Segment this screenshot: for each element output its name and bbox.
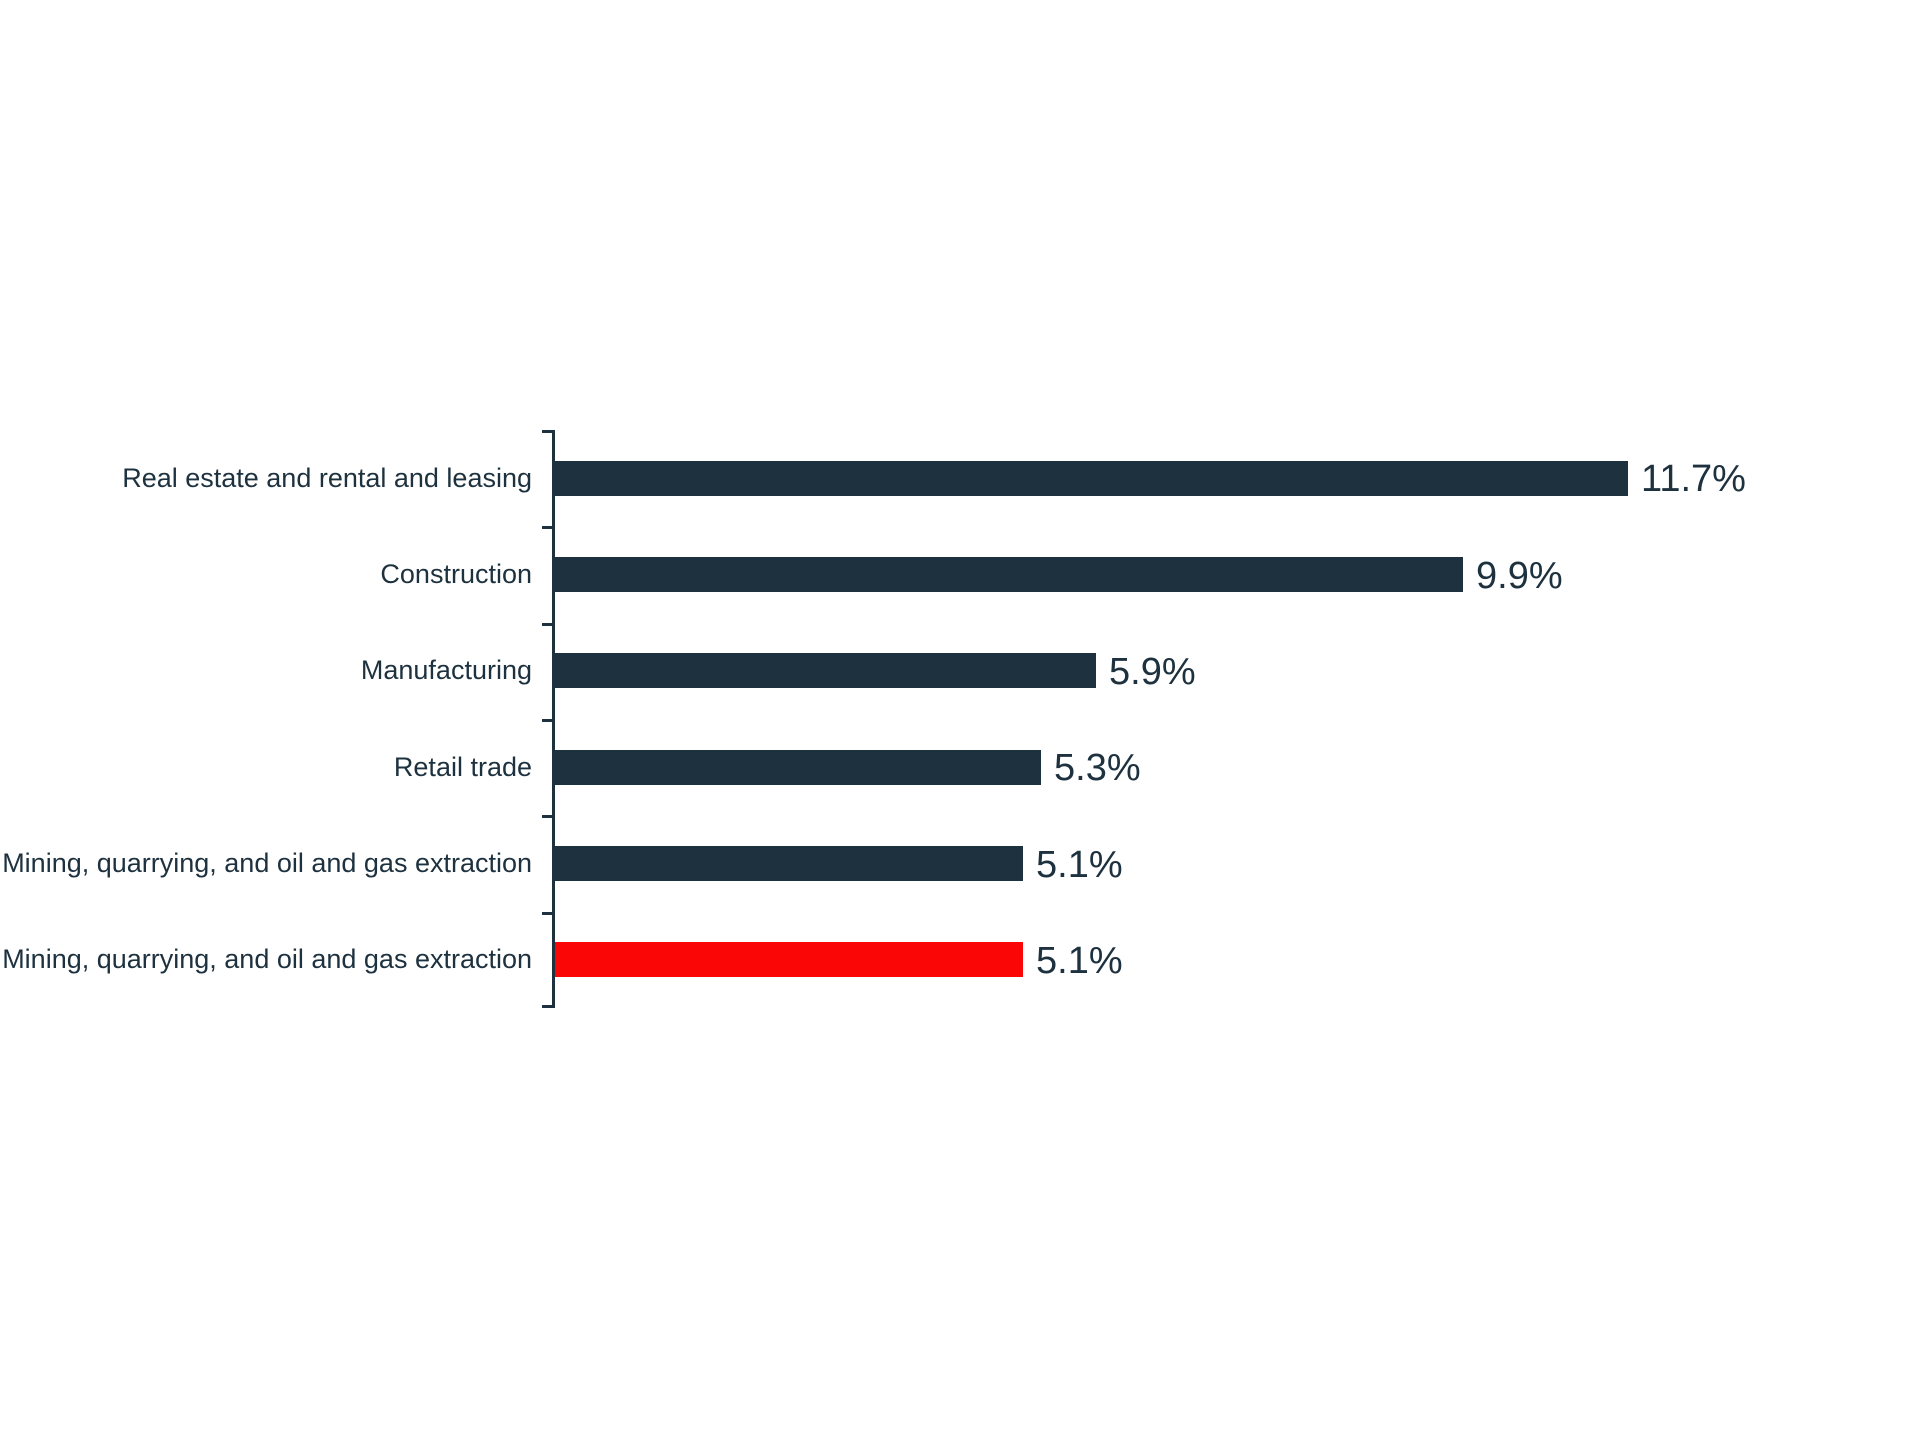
category-label: Real estate and rental and leasing bbox=[122, 463, 532, 493]
value-label: 5.1% bbox=[1036, 844, 1123, 886]
y-axis-tick bbox=[542, 430, 552, 433]
value-label: 11.7% bbox=[1641, 458, 1746, 500]
bar bbox=[555, 461, 1628, 496]
bar bbox=[555, 846, 1023, 881]
category-label: Manufacturing bbox=[360, 655, 532, 685]
bar bbox=[555, 750, 1041, 785]
value-label: 5.9% bbox=[1109, 651, 1196, 693]
y-axis-tick bbox=[542, 1005, 552, 1008]
bar bbox=[555, 557, 1463, 592]
category-label: Mining, quarrying, and oil and gas extra… bbox=[2, 848, 532, 878]
category-label: Retail trade bbox=[393, 752, 532, 782]
category-label: Mining, quarrying, and oil and gas extra… bbox=[2, 944, 532, 974]
value-label: 5.3% bbox=[1054, 747, 1141, 789]
y-axis-tick bbox=[542, 622, 552, 626]
value-label: 5.1% bbox=[1036, 940, 1123, 982]
y-axis-tick bbox=[542, 526, 552, 530]
y-axis-tick bbox=[542, 719, 552, 722]
y-axis-line bbox=[552, 430, 555, 1008]
value-label: 9.9% bbox=[1476, 555, 1563, 597]
bar bbox=[555, 653, 1096, 688]
category-label: Construction bbox=[380, 559, 532, 589]
y-axis-tick bbox=[542, 815, 552, 819]
bar-highlighted bbox=[555, 942, 1023, 977]
y-axis-tick bbox=[542, 911, 552, 915]
